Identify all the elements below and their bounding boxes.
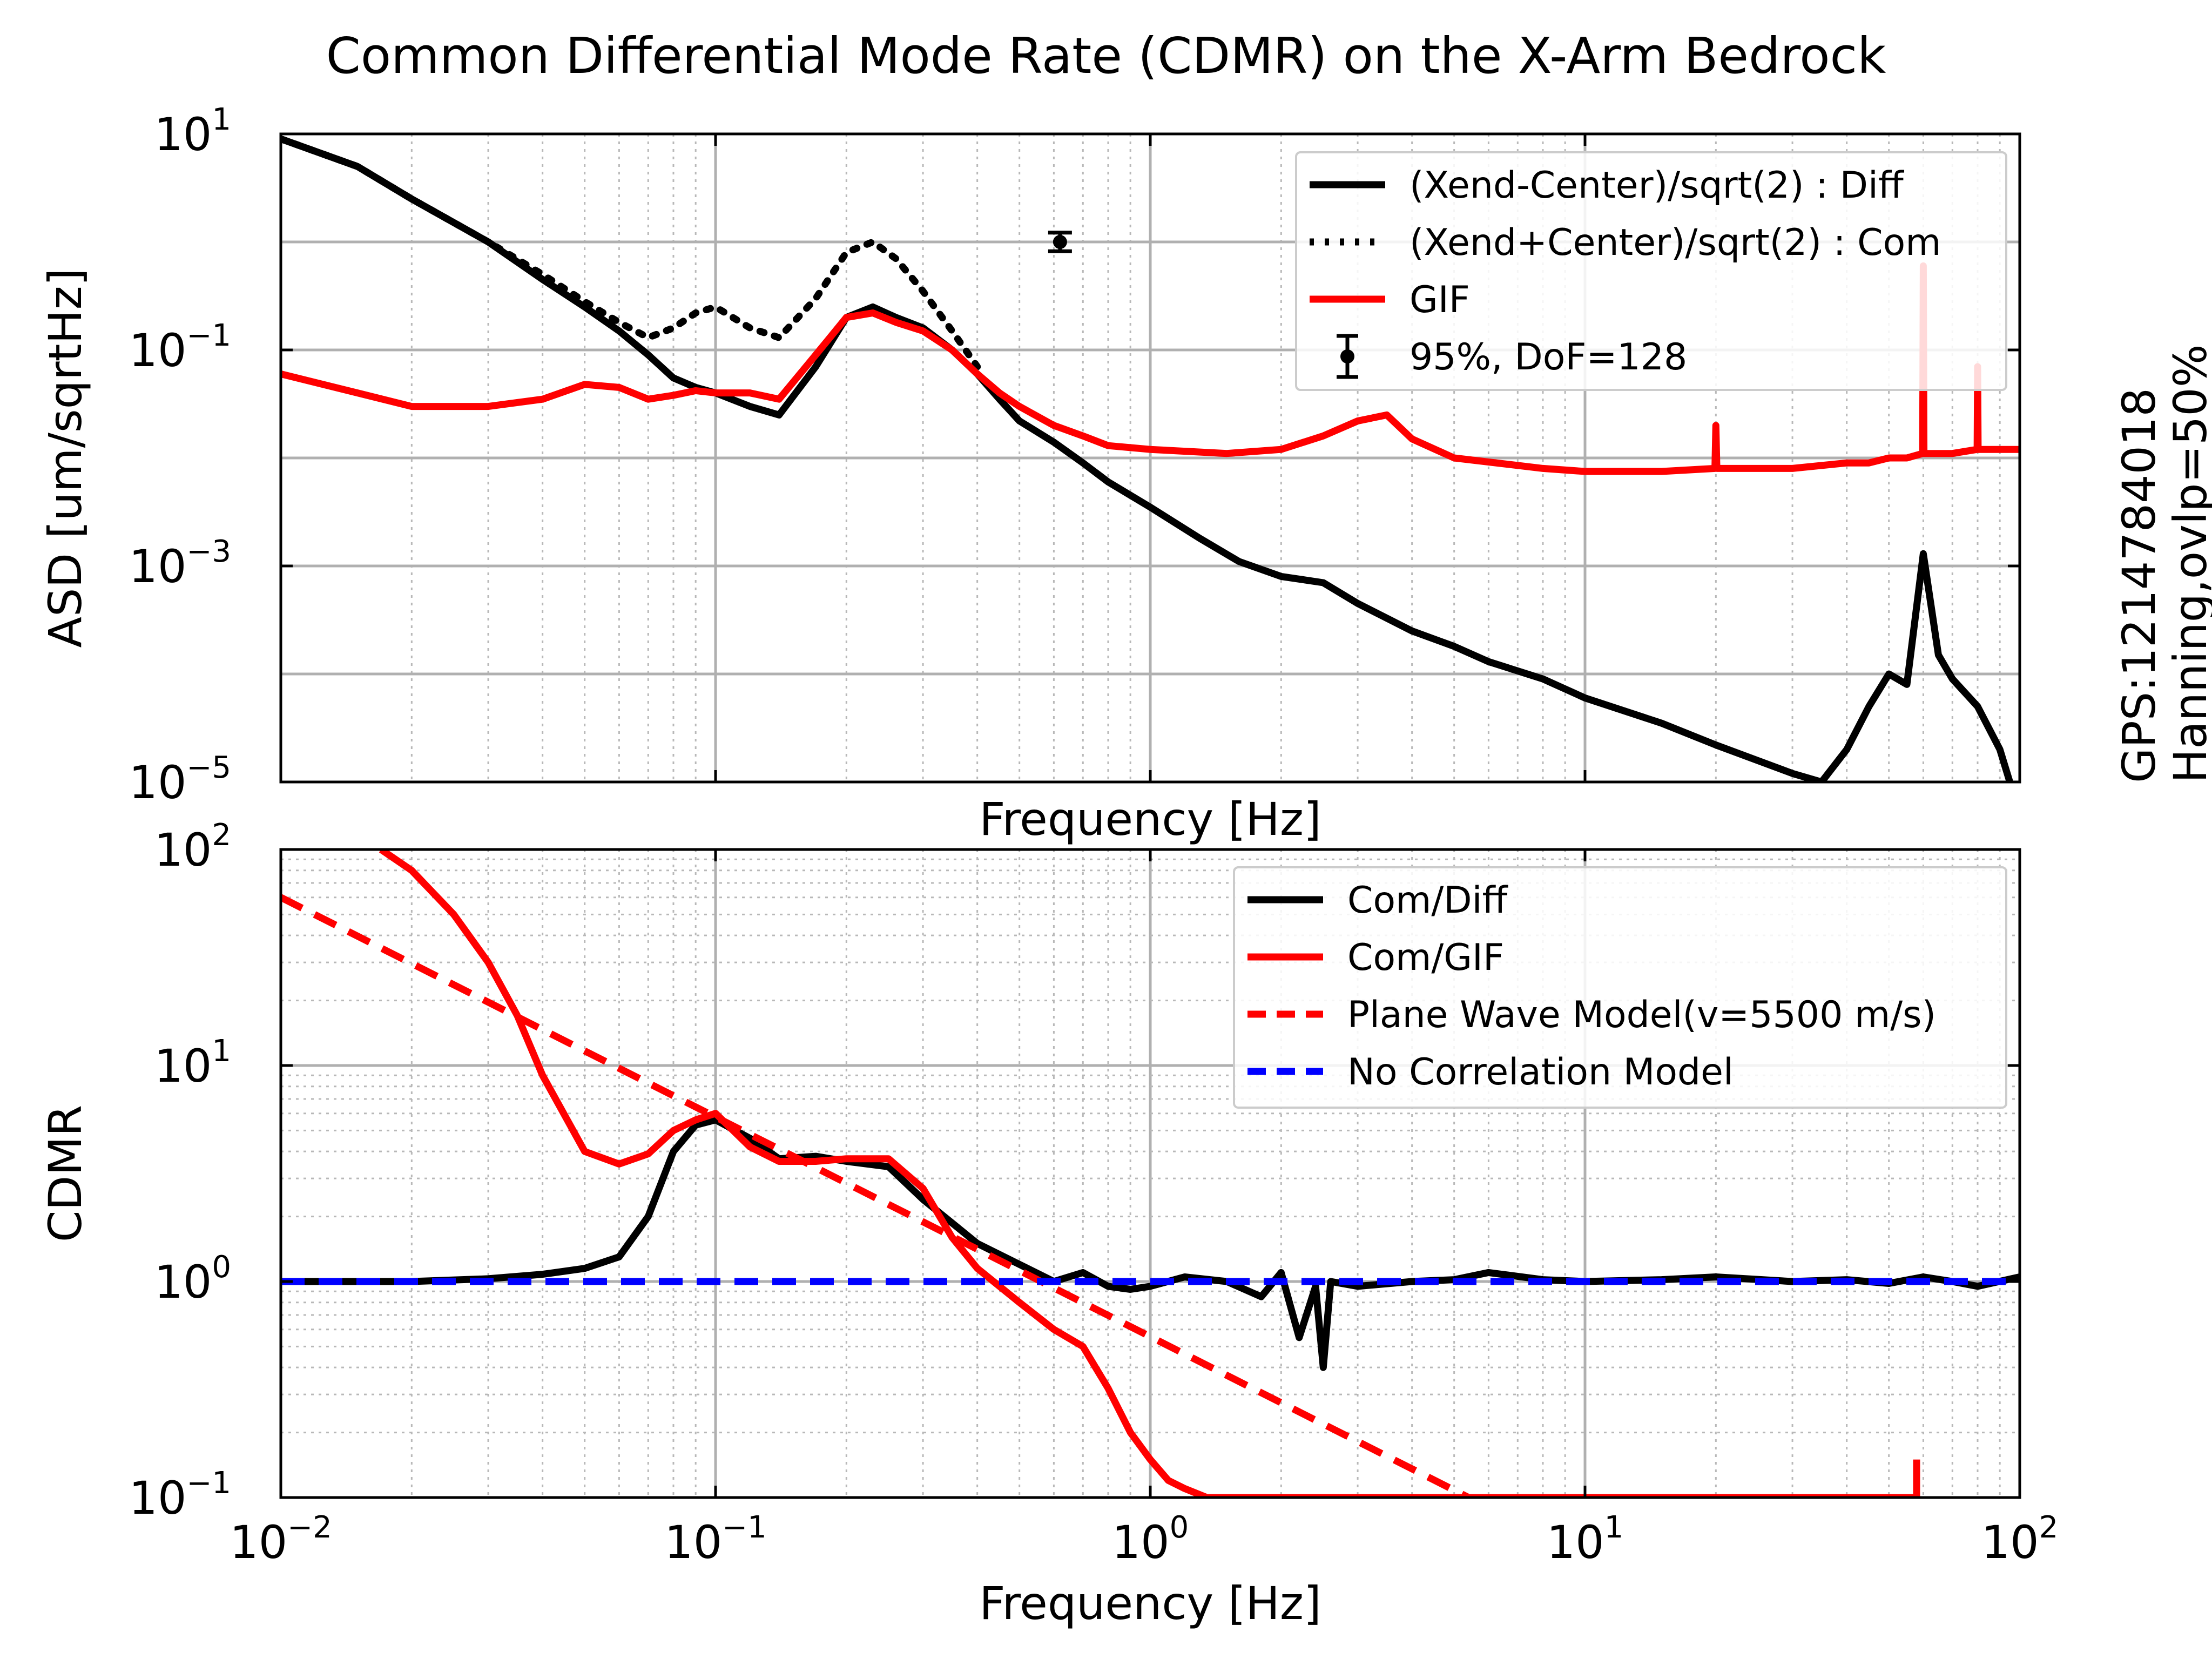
figure-title: Common Differential Mode Rate (CDMR) on … bbox=[326, 27, 1887, 85]
series-xend-center-sqrt-2-com bbox=[281, 135, 981, 370]
legend-label: (Xend+Center)/sqrt(2) : Com bbox=[1410, 221, 1941, 264]
error-bar-marker bbox=[1048, 231, 1072, 253]
legend-label: Com/Diff bbox=[1347, 879, 1508, 922]
cdmr-legend: Com/Diff Com/GIF Plane Wave Model(v=5500 m… bbox=[1233, 866, 2007, 1109]
legend-item-95-dof-128: 95%, DoF=128 bbox=[1337, 334, 1687, 379]
cdmr-x-tick-label: 100 bbox=[1112, 1510, 1189, 1569]
legend-item-no-correlation-model: No Correlation Model bbox=[1247, 1051, 1734, 1094]
series-com-gif bbox=[379, 849, 1920, 1498]
cdmr-series-clip bbox=[281, 849, 2020, 1498]
cdmr-x-tick-label: 101 bbox=[1547, 1510, 1624, 1569]
asd-y-tick-label: 10−3 bbox=[129, 534, 231, 593]
asd-y-tick-label: 101 bbox=[154, 102, 231, 161]
legend-label: 95%, DoF=128 bbox=[1410, 336, 1687, 379]
legend-item-plane-wave-model-v-5500-m-s: Plane Wave Model(v=5500 m/s) bbox=[1247, 994, 1936, 1036]
asd-series-clip bbox=[281, 135, 2020, 782]
cdmr-x-tick-label: 102 bbox=[1981, 1510, 2059, 1569]
window-label: Hanning,ovlp=50% bbox=[2164, 344, 2212, 783]
cdmr-y-tick-label: 100 bbox=[154, 1250, 231, 1309]
series-plane-wave-model-v-5500-m-s bbox=[281, 894, 1471, 1498]
legend-label: Com/GIF bbox=[1347, 936, 1504, 979]
legend-item-xend-center-sqrt-2-diff: (Xend-Center)/sqrt(2) : Diff bbox=[1310, 164, 1905, 207]
legend-item-gif: GIF bbox=[1310, 279, 1470, 321]
legend-label: No Correlation Model bbox=[1347, 1051, 1734, 1094]
legend-label: Plane Wave Model(v=5500 m/s) bbox=[1347, 994, 1936, 1036]
cdmr-legend-box bbox=[1233, 866, 2007, 1109]
series-gif bbox=[281, 262, 2020, 475]
legend-item-com-diff: Com/Diff bbox=[1247, 879, 1508, 922]
series-xend-center-sqrt-2-diff bbox=[281, 136, 2014, 782]
asd-panel: 10−5 10−3 10−1 101 Frequency [Hz] ASD [um/s… bbox=[39, 102, 2021, 846]
cdmr-y-tick-label: 101 bbox=[154, 1034, 231, 1092]
cdmr-y-tick-label: 10−1 bbox=[129, 1466, 231, 1525]
legend-label: GIF bbox=[1410, 279, 1470, 321]
asd-series-group bbox=[281, 135, 2020, 782]
legend-label: (Xend-Center)/sqrt(2) : Diff bbox=[1410, 164, 1905, 207]
asd-legend-box bbox=[1295, 151, 2007, 391]
side-annotation: GPS:1214784018 Hanning,ovlp=50% bbox=[2113, 344, 2212, 783]
cdmr-x-tick-label: 10−2 bbox=[230, 1510, 332, 1569]
legend-item-xend-center-sqrt-2-com: (Xend+Center)/sqrt(2) : Com bbox=[1310, 221, 1941, 264]
asd-y-tick-label: 10−5 bbox=[129, 750, 231, 809]
asd-x-axis-label: Frequency [Hz] bbox=[979, 793, 1321, 846]
legend-item-com-gif: Com/GIF bbox=[1247, 936, 1504, 979]
gps-label: GPS:1214784018 bbox=[2113, 388, 2166, 783]
asd-y-axis-label: ASD [um/sqrtHz] bbox=[39, 268, 92, 648]
cdmr-y-axis-label: CDMR bbox=[39, 1105, 92, 1242]
cdmr-x-tick-label: 10−1 bbox=[664, 1510, 766, 1569]
asd-y-tick-label: 10−1 bbox=[129, 318, 231, 377]
cdmr-x-axis-label: Frequency [Hz] bbox=[979, 1577, 1321, 1630]
legend-swatch bbox=[1337, 334, 1358, 379]
cdmr-series-group bbox=[281, 849, 2020, 1498]
asd-legend: (Xend-Center)/sqrt(2) : Diff (Xend+Center… bbox=[1295, 151, 2007, 391]
cdmr-y-tick-label: 102 bbox=[154, 818, 231, 876]
